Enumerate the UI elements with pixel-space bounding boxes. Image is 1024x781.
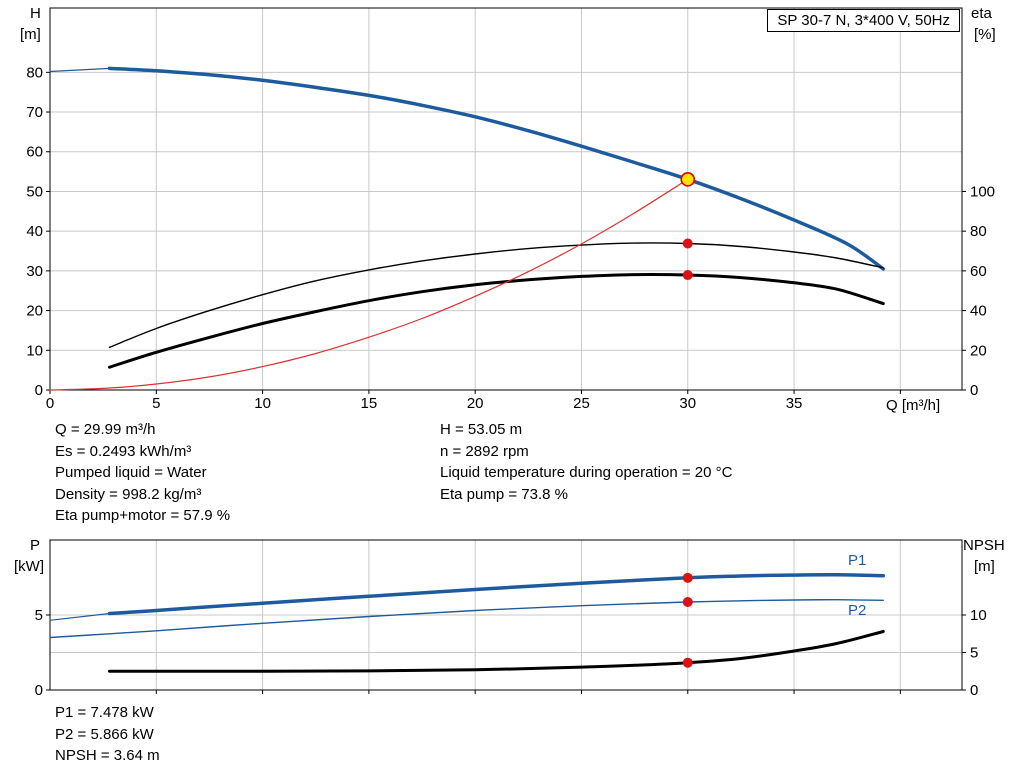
eta-axis-label: eta (971, 5, 992, 22)
npsh-curve (108, 630, 885, 673)
plot-border (49, 7, 963, 391)
info-specific-energy: Es = 0.2493 kWh/m³ (55, 442, 192, 460)
x-tick-label: 5 (152, 395, 160, 412)
right-tick-label: 40 (970, 303, 987, 320)
qh-eta-chart: 0 5 10 15 20 25 30 35 0 10 20 30 40 50 60 70 80 0 20 40 60 80… (26, 7, 995, 412)
p-axis-label: P (30, 537, 41, 554)
info-p1: P1 = 7.478 kW (55, 704, 154, 721)
x-tick-label: 0 (46, 395, 54, 412)
right-tick-label: 80 (970, 223, 987, 240)
left-tick-label: 80 (26, 64, 43, 81)
left-tick-label: 20 (26, 303, 43, 320)
left-tick-label: 50 (26, 183, 43, 200)
left-tick-label: 40 (26, 223, 43, 240)
left-tick-label: 10 (26, 342, 43, 359)
right-tick-label: 20 (970, 342, 987, 359)
left-tick-label: 0 (35, 382, 43, 399)
eta-pump-motor-marker (682, 270, 693, 281)
right-tick-label: 0 (970, 382, 978, 399)
left-tick-label: 5 (35, 607, 43, 624)
info-eta-pump: Eta pump = 73.8 % (440, 485, 568, 503)
p1-curve-lead (49, 612, 111, 621)
duty-point-marker (680, 172, 696, 187)
p1-curve (107, 573, 886, 616)
left-tick-label: 0 (35, 682, 43, 699)
right-tick-label: 60 (970, 263, 987, 280)
right-tick-label: 0 (970, 682, 978, 699)
x-tick-label: 10 (254, 395, 271, 412)
p1-marker (682, 572, 693, 583)
q-axis-label: Q [m³/h] (886, 397, 941, 414)
x-tick-label: 30 (679, 395, 696, 412)
p2-marker (682, 597, 693, 608)
eta-axis-unit: [%] (974, 26, 996, 43)
info-speed: n = 2892 rpm (440, 442, 529, 460)
info-npsh: NPSH = 3.64 m (55, 747, 160, 764)
h-axis-label: H (30, 5, 41, 22)
p1-series-label: P1 (848, 552, 867, 569)
power-npsh-chart: 0 5 0 5 10 (35, 539, 987, 699)
right-tick-label: 10 (970, 607, 987, 624)
eta-pump-marker (682, 238, 693, 249)
p2-curve (49, 599, 884, 639)
info-head: H = 53.05 m (440, 421, 523, 438)
power-npsh-data: P1 = 7.478 kW P2 = 5.866 kW NPSH = 3.64 … (55, 702, 160, 767)
operating-data-right: H = 53.05 m n = 2892 rpm Liquid temperat… (440, 419, 732, 505)
info-density: Density = 998.2 kg/m³ (55, 485, 202, 503)
system-curve (49, 178, 689, 391)
right-tick-label: 100 (970, 183, 995, 200)
pump-title-box: SP 30-7 N, 3*400 V, 50Hz (767, 9, 960, 32)
x-tick-label: 20 (467, 395, 484, 412)
info-p2: P2 = 5.866 kW (55, 725, 154, 743)
right-tick-label: 5 (970, 645, 978, 662)
info-pumped-liquid: Pumped liquid = Water (55, 464, 207, 481)
p-axis-unit: [kW] (14, 558, 44, 575)
info-eta-pump-motor: Eta pump+motor = 57.9 % (55, 507, 231, 524)
p2-series-label: P2 (848, 602, 867, 619)
npsh-marker (682, 657, 693, 668)
x-tick-label: 35 (786, 395, 803, 412)
operating-data-left: Q = 29.99 m³/h Es = 0.2493 kWh/m³ Pumped… (55, 419, 230, 527)
x-tick-label: 25 (573, 395, 590, 412)
eta-pump-motor-curve (108, 273, 885, 369)
npsh-axis-label: NPSH (963, 537, 1005, 554)
info-liquid-temp: Liquid temperature during operation = 20… (440, 464, 733, 481)
left-tick-label: 60 (26, 144, 43, 161)
qh-curve-lead (49, 67, 111, 73)
info-flow: Q = 29.99 m³/h (55, 421, 156, 438)
left-tick-label: 70 (26, 104, 43, 121)
left-tick-label: 30 (26, 263, 43, 280)
npsh-axis-unit: [m] (974, 558, 995, 575)
eta-pump-curve (108, 242, 884, 348)
qh-curve (107, 66, 886, 271)
h-axis-unit: [m] (20, 26, 41, 43)
x-tick-label: 15 (361, 395, 378, 412)
